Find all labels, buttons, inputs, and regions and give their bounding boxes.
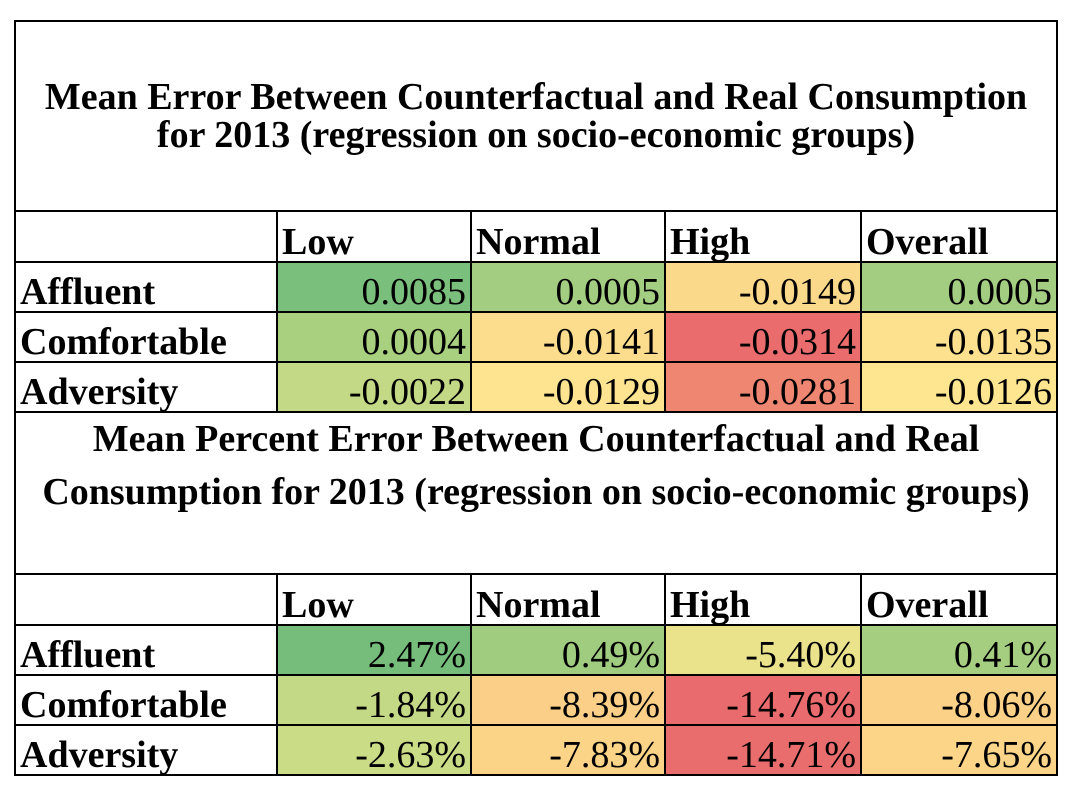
header-normal: Normal bbox=[470, 573, 666, 626]
cell-value: -0.0314 bbox=[664, 311, 862, 363]
row-label-affluent: Affluent bbox=[14, 624, 278, 676]
cell-value: -5.40% bbox=[664, 624, 862, 676]
cell-value: 0.0005 bbox=[859, 261, 1059, 313]
header-overall: Overall bbox=[859, 573, 1059, 626]
cell-value: 0.0005 bbox=[470, 261, 666, 313]
header-low: Low bbox=[276, 210, 472, 263]
mean-percent-error-title: Mean Percent Error Between Counterfactua… bbox=[13, 412, 1059, 575]
header-normal: Normal bbox=[470, 210, 666, 263]
cell-value: -1.84% bbox=[276, 674, 472, 726]
header-overall: Overall bbox=[859, 210, 1059, 263]
table-row: Comfortable 0.0004 -0.0141 -0.0314 -0.01… bbox=[14, 311, 1059, 363]
row-label-comfortable: Comfortable bbox=[14, 311, 278, 363]
cell-value: -8.39% bbox=[470, 674, 666, 726]
cell-value: 0.0085 bbox=[276, 261, 472, 313]
header-corner bbox=[14, 573, 278, 626]
cell-value: 0.0004 bbox=[276, 311, 472, 363]
cell-value: -8.06% bbox=[859, 674, 1059, 726]
cell-value: -7.65% bbox=[859, 724, 1059, 776]
cell-value: -0.0149 bbox=[664, 261, 862, 313]
cell-value: 0.49% bbox=[470, 624, 666, 676]
cell-value: 0.41% bbox=[859, 624, 1059, 676]
cell-value: -0.0022 bbox=[276, 361, 472, 413]
header-high: High bbox=[664, 573, 862, 626]
table-row: Affluent 2.47% 0.49% -5.40% 0.41% bbox=[14, 624, 1059, 676]
cell-value: -0.0129 bbox=[470, 361, 666, 413]
header-high: High bbox=[664, 210, 862, 263]
header-corner bbox=[14, 210, 278, 263]
row-label-adversity: Adversity bbox=[14, 361, 278, 413]
table-row: Affluent 0.0085 0.0005 -0.0149 0.0005 bbox=[14, 261, 1059, 313]
table-row: Comfortable -1.84% -8.39% -14.76% -8.06% bbox=[14, 674, 1059, 726]
row-label-comfortable: Comfortable bbox=[14, 674, 278, 726]
cell-value: 2.47% bbox=[276, 624, 472, 676]
cell-value: -2.63% bbox=[276, 724, 472, 776]
column-header-row: Low Normal High Overall bbox=[14, 573, 1059, 626]
table-row: Adversity -2.63% -7.83% -14.71% -7.65% bbox=[14, 724, 1059, 776]
results-tables: Mean Error Between Counterfactual and Re… bbox=[13, 20, 1059, 776]
cell-value: -0.0141 bbox=[470, 311, 666, 363]
cell-value: -14.76% bbox=[664, 674, 862, 726]
error-table: Mean Error Between Counterfactual and Re… bbox=[13, 20, 1059, 776]
mean-error-title: Mean Error Between Counterfactual and Re… bbox=[13, 20, 1059, 212]
header-low: Low bbox=[276, 573, 472, 626]
cell-value: -0.0281 bbox=[664, 361, 862, 413]
table-row: Adversity -0.0022 -0.0129 -0.0281 -0.012… bbox=[14, 361, 1059, 413]
row-label-adversity: Adversity bbox=[14, 724, 278, 776]
row-label-affluent: Affluent bbox=[14, 261, 278, 313]
cell-value: -14.71% bbox=[664, 724, 862, 776]
cell-value: -7.83% bbox=[470, 724, 666, 776]
column-header-row: Low Normal High Overall bbox=[14, 210, 1059, 263]
cell-value: -0.0135 bbox=[859, 311, 1059, 363]
cell-value: -0.0126 bbox=[859, 361, 1059, 413]
